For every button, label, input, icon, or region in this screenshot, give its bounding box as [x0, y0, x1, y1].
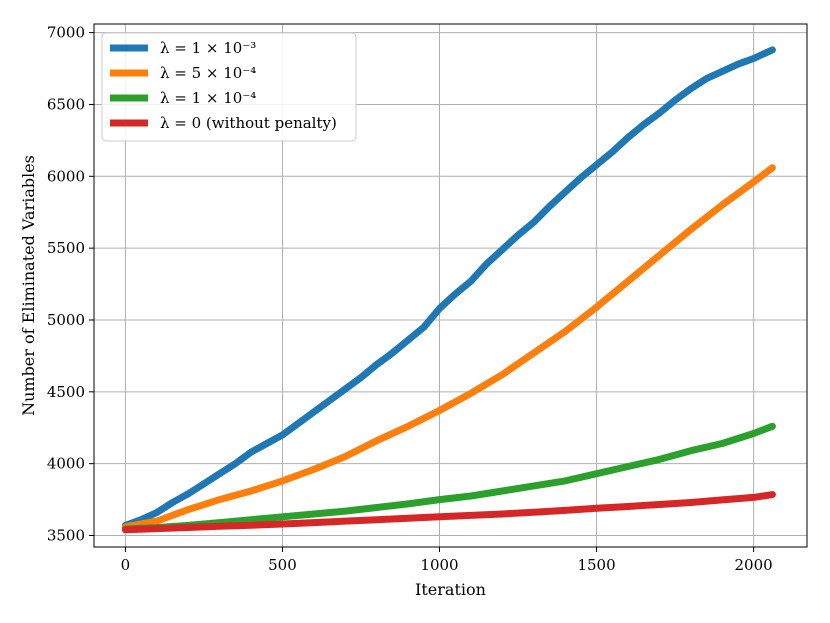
legend-label: λ = 1 × 10⁻⁴: [160, 89, 256, 107]
plot-frame: [93, 23, 808, 548]
legend-label: λ = 0 (without penalty): [160, 114, 337, 132]
x-tick-label: 1500: [577, 556, 615, 574]
legend-box: [101, 32, 357, 142]
x-tick-label: 1000: [420, 556, 458, 574]
y-tick-label: 4000: [47, 455, 85, 473]
axis-ticks: 0 500 1000 1500 2000 3500 4000 4500 5000 5500 6000…: [47, 24, 773, 574]
series-line-2: [121, 164, 776, 531]
x-tick-label: 500: [268, 556, 297, 574]
y-tick-label: 6000: [47, 167, 85, 185]
y-tick-label: 3500: [47, 527, 85, 545]
y-tick-label: 7000: [47, 24, 85, 42]
x-tick-label: 0: [121, 556, 131, 574]
y-tick-label: 4500: [47, 383, 85, 401]
x-axis-label: Iteration: [415, 580, 486, 599]
x-tick-label: 2000: [735, 556, 773, 574]
series-line-1: [121, 46, 776, 529]
series-line-3: [121, 422, 776, 533]
legend: λ = 1 × 10⁻³ λ = 5 × 10⁻⁴ λ = 1 × 10⁻⁴ λ = …: [101, 32, 357, 142]
plot-lines: [121, 46, 776, 534]
y-axis-label: Number of Eliminated Variables: [19, 155, 38, 416]
legend-label: λ = 5 × 10⁻⁴: [160, 64, 256, 82]
y-tick-label: 5000: [47, 311, 85, 329]
y-tick-label: 5500: [47, 239, 85, 257]
series-line-4: [121, 491, 776, 534]
y-tick-label: 6500: [47, 95, 85, 113]
legend-label: λ = 1 × 10⁻³: [160, 39, 256, 57]
